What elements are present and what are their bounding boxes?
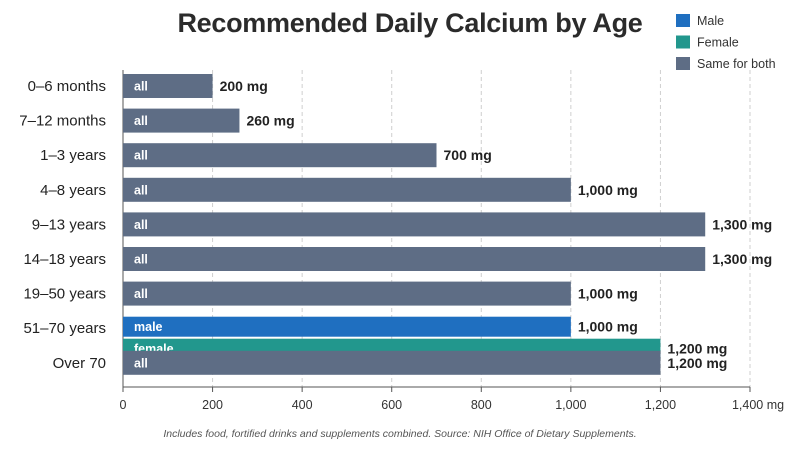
y-category-label: Over 70 (53, 355, 106, 372)
y-category-label: 19–50 years (23, 286, 106, 303)
bar-inner-label: all (134, 149, 148, 163)
y-category-label: 4–8 years (40, 182, 106, 199)
x-tick-label: 0 (120, 398, 127, 412)
bar-value-label: 1,200 mg (667, 355, 727, 371)
y-category-label: 9–13 years (32, 216, 106, 233)
bar (123, 177, 571, 202)
bar-value-label: 1,000 mg (578, 182, 638, 198)
legend-label: Male (697, 14, 724, 28)
x-tick-label: 600 (381, 398, 402, 412)
bar-inner-label: all (134, 253, 148, 267)
bar (123, 281, 571, 306)
x-tick-label: 400 (292, 398, 313, 412)
y-category-label: 1–3 years (40, 147, 106, 164)
legend-swatch (676, 57, 690, 70)
bar-value-label: 200 mg (220, 78, 268, 94)
chart-footnote: Includes food, fortified drinks and supp… (163, 428, 637, 440)
bar (123, 247, 706, 271)
bar (123, 212, 706, 237)
y-category-label: 51–70 years (23, 320, 106, 337)
x-tick-label: 200 (202, 398, 223, 412)
x-tick-label: 800 (471, 398, 492, 412)
bar (123, 143, 437, 168)
bar-inner-label: male (134, 320, 163, 334)
bar-inner-label: all (134, 114, 148, 128)
bar-value-label: 1,300 mg (712, 216, 772, 232)
x-tick-label: 1,200 (645, 398, 676, 412)
legend-swatch (676, 14, 690, 27)
y-category-label: 7–12 months (19, 113, 106, 130)
bar (123, 350, 661, 375)
legend-swatch (676, 35, 690, 49)
legend-label: Same for both (697, 57, 776, 71)
bar-value-label: 700 mg (444, 147, 492, 163)
chart-title: Recommended Daily Calcium by Age (177, 8, 643, 38)
bar-inner-label: all (134, 218, 148, 232)
bar (123, 316, 571, 337)
bar-inner-label: all (134, 80, 148, 94)
bar-value-label: 1,000 mg (578, 319, 638, 335)
x-tick-label: 1,000 (555, 398, 586, 412)
bar-value-label: 1,300 mg (712, 251, 772, 267)
bar-value-label: 1,000 mg (578, 286, 638, 302)
bar-value-label: 1,200 mg (667, 341, 727, 357)
bar-value-label: 260 mg (246, 113, 294, 129)
bar (123, 108, 240, 133)
bar (123, 74, 213, 98)
legend-label: Female (697, 36, 739, 50)
y-category-label: 14–18 years (23, 251, 106, 268)
bar-inner-label: all (134, 287, 148, 301)
bar-inner-label: all (134, 356, 148, 370)
x-tick-label: 1,400 mg (732, 398, 784, 412)
bar-inner-label: all (134, 183, 148, 197)
y-category-label: 0–6 months (28, 78, 106, 95)
